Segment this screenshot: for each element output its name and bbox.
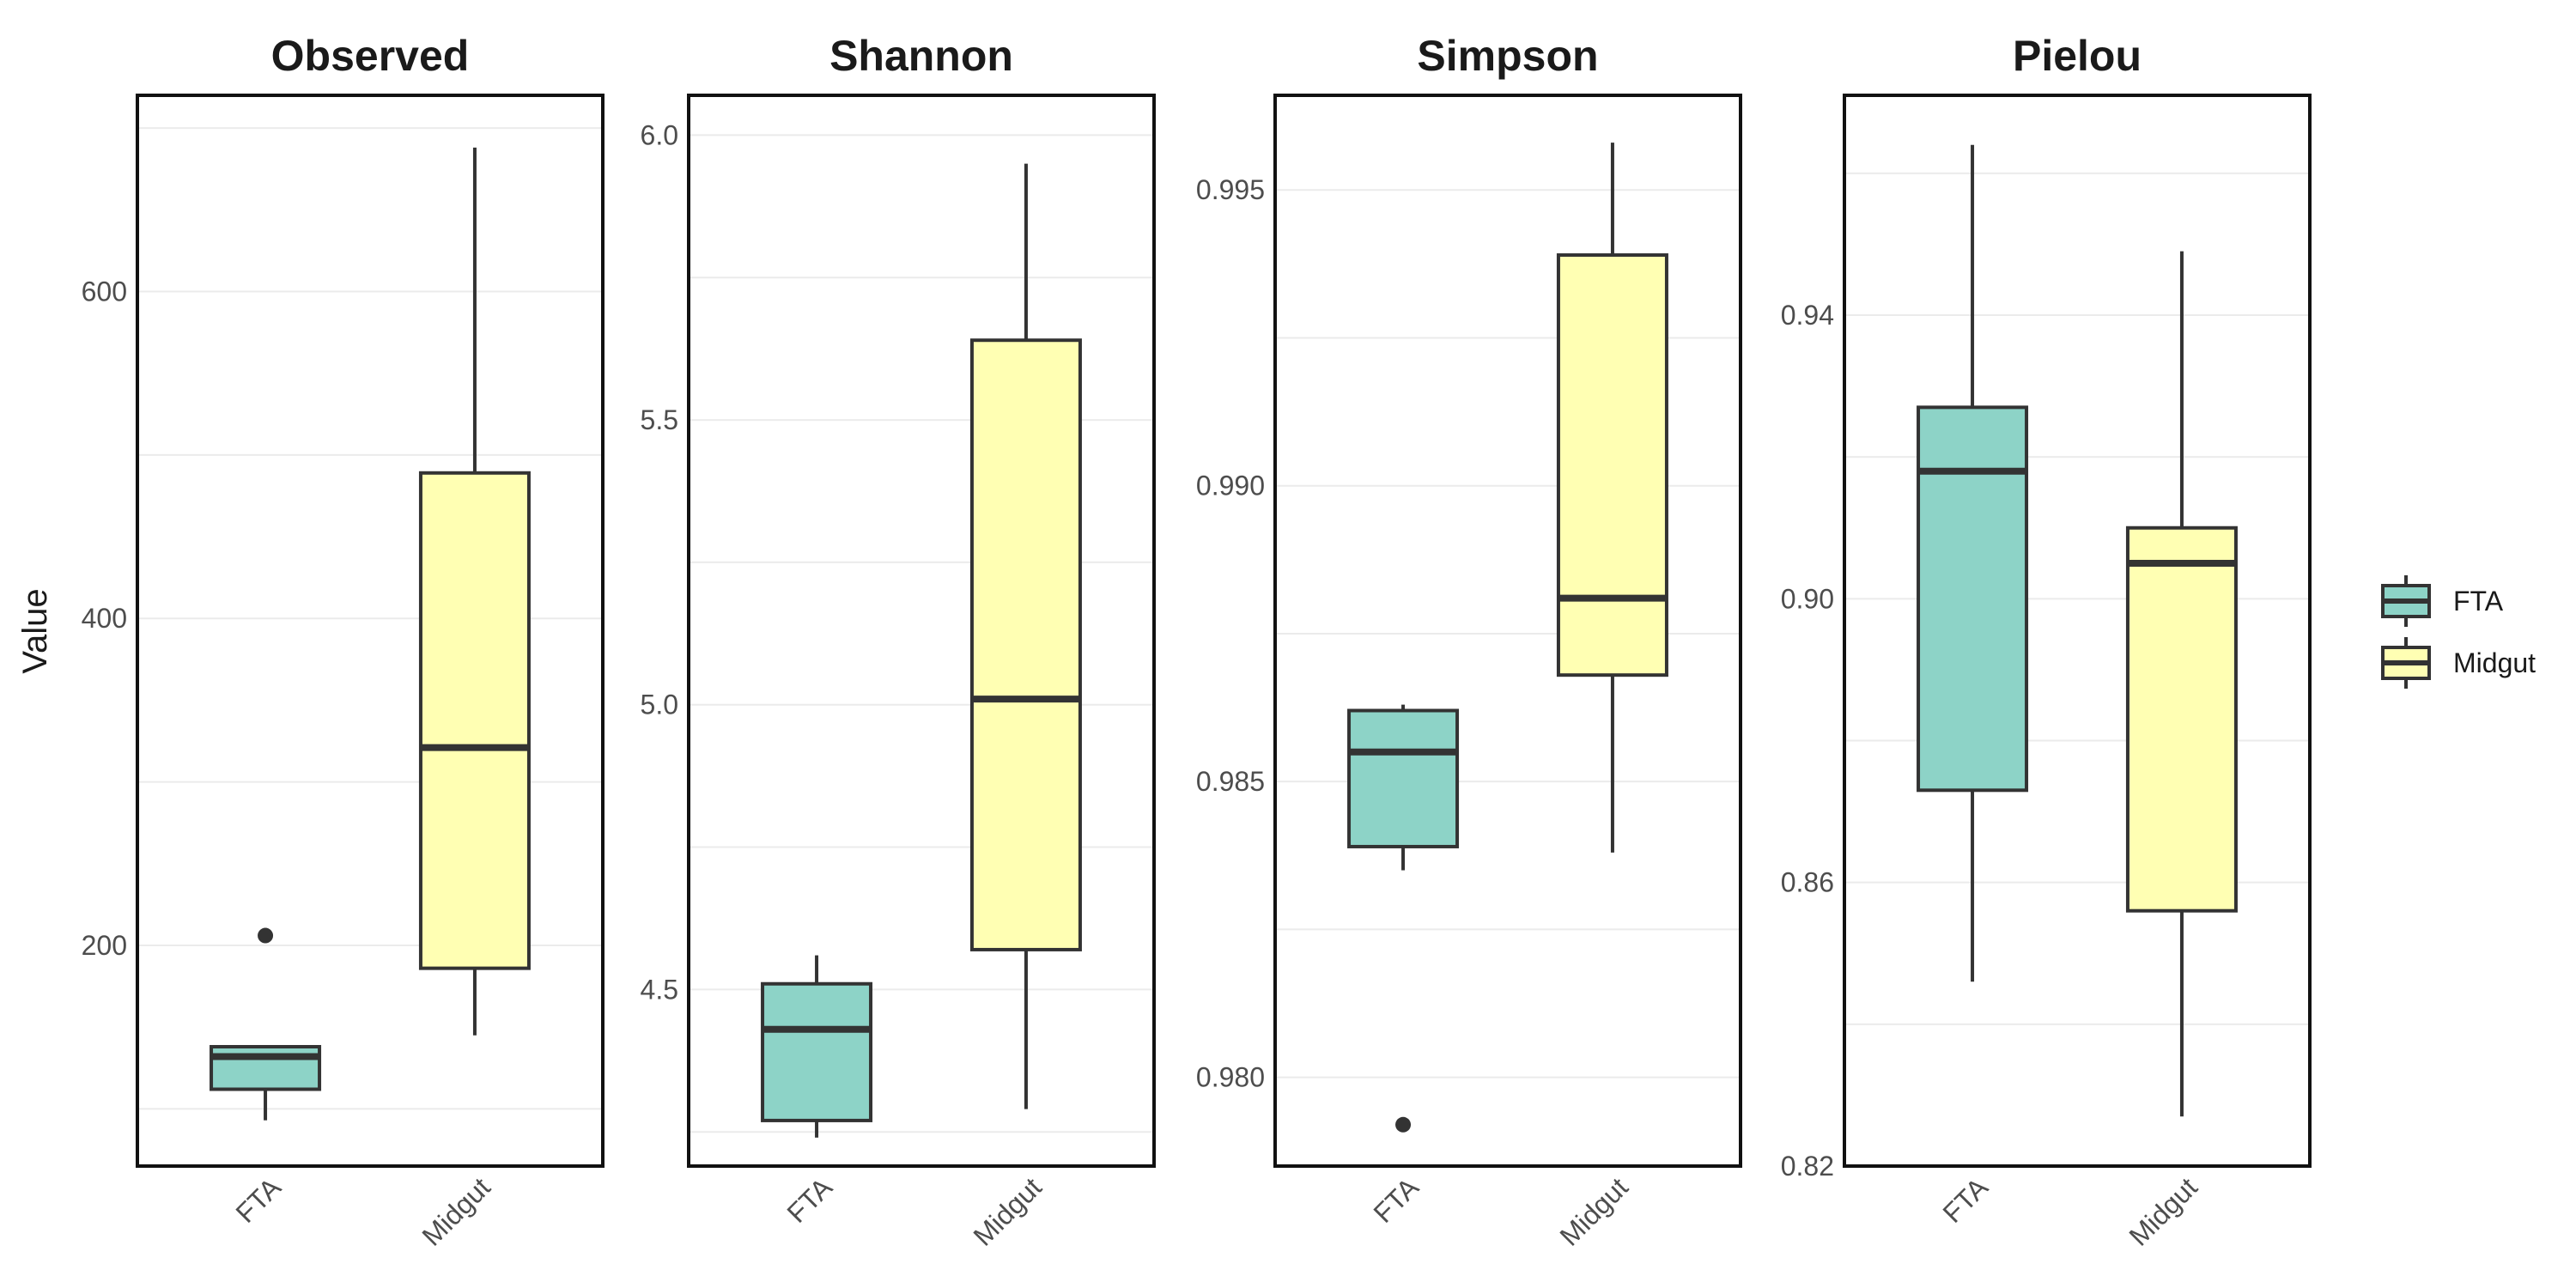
panel-title: Observed — [271, 32, 470, 80]
y-tick-label: 0.90 — [1781, 583, 1834, 614]
box-midgut — [418, 147, 531, 1036]
y-tick-label: 200 — [82, 930, 127, 961]
panels-layer: Observed 200 400 600 FTA Midgut Shannon 4.5 5.0 5… — [82, 32, 2312, 1252]
panel-pielou: Pielou 0.82 0.86 0.90 0.94 FTA Midgut — [1781, 32, 2312, 1252]
y-tick-label: 0.985 — [1196, 766, 1265, 797]
iqr-box — [2125, 526, 2238, 913]
y-tick-label: 0.995 — [1196, 174, 1265, 205]
y-tick-label: 0.82 — [1781, 1151, 1834, 1182]
iqr-box — [1556, 253, 1668, 677]
panel-title: Pielou — [2013, 32, 2142, 80]
y-tick-label: 0.980 — [1196, 1062, 1265, 1093]
legend-item-fta: FTA — [2381, 575, 2504, 627]
legend: FTA Midgut — [2381, 575, 2536, 689]
iqr-box — [1347, 708, 1460, 848]
panel-title: Simpson — [1417, 32, 1598, 80]
panel-shannon: Shannon 4.5 5.0 5.5 6.0 FTA Midgut — [641, 32, 1156, 1252]
y-tick-label: 400 — [82, 603, 127, 634]
panel-border — [687, 94, 1156, 1168]
x-tick-label: Midgut — [968, 1171, 1048, 1251]
panel-simpson: Simpson 0.980 0.985 0.990 0.995 FTA Midgut — [1196, 32, 1742, 1252]
legend-label: Midgut — [2453, 647, 2536, 678]
panel-border — [1843, 94, 2312, 1168]
iqr-box — [1917, 405, 2029, 793]
iqr-box — [761, 981, 873, 1122]
y-tick-label: 0.86 — [1781, 867, 1834, 898]
x-tick-label: FTA — [1367, 1171, 1425, 1229]
y-tick-label: 6.0 — [641, 119, 678, 150]
box-fta — [761, 955, 873, 1138]
panel-observed: Observed 200 400 600 FTA Midgut — [82, 32, 605, 1252]
x-tick-label: Midgut — [2123, 1171, 2203, 1251]
legend-item-midgut: Midgut — [2381, 637, 2536, 689]
panel-border — [1273, 94, 1742, 1168]
x-tick-label: FTA — [781, 1171, 838, 1229]
box-midgut — [1556, 143, 1668, 853]
x-tick-label: FTA — [1936, 1171, 1994, 1229]
box-midgut — [2125, 251, 2238, 1117]
box-fta — [1347, 704, 1460, 1133]
y-tick-label: 0.94 — [1781, 300, 1834, 331]
y-tick-label: 600 — [82, 276, 127, 307]
iqr-box — [969, 338, 1082, 951]
panel-border — [136, 94, 605, 1168]
outlier-point — [258, 927, 274, 944]
y-axis-label: Value — [16, 588, 54, 673]
x-tick-label: Midgut — [1554, 1171, 1634, 1251]
box-fta — [1917, 144, 2029, 982]
y-tick-label: 4.5 — [641, 974, 678, 1005]
legend-label: FTA — [2453, 586, 2504, 617]
box-midgut — [969, 163, 1082, 1109]
y-tick-label: 0.990 — [1196, 471, 1265, 501]
x-tick-label: Midgut — [416, 1171, 496, 1251]
y-tick-label: 5.5 — [641, 404, 678, 435]
iqr-box — [418, 471, 531, 970]
x-tick-label: FTA — [229, 1171, 287, 1229]
box-fta — [210, 927, 322, 1121]
outlier-point — [1395, 1116, 1412, 1133]
panel-title: Shannon — [829, 32, 1013, 80]
y-tick-label: 5.0 — [641, 690, 678, 720]
